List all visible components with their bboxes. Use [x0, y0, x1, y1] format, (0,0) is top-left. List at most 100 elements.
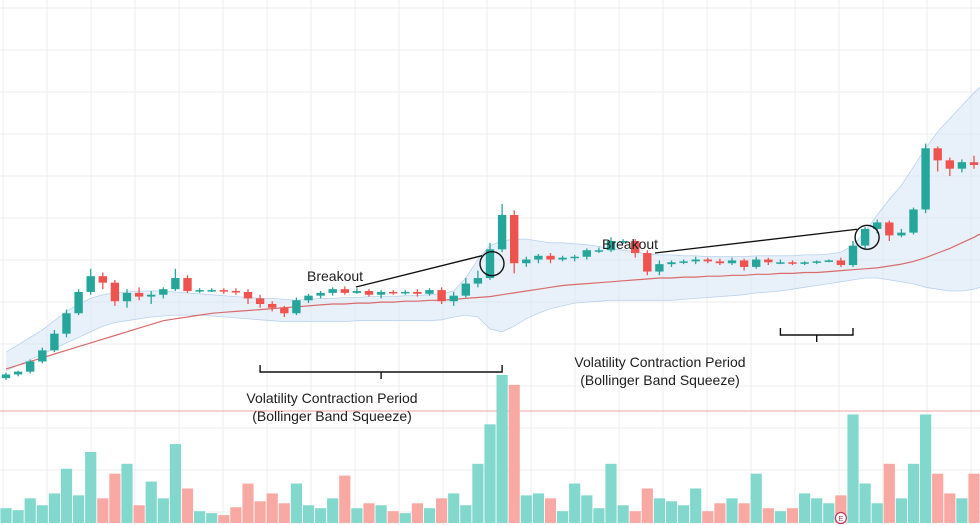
candle-body [1, 374, 11, 379]
candle-body [909, 209, 918, 233]
volume-bar [133, 505, 145, 523]
volume-bar [339, 475, 351, 523]
volume-bar [278, 503, 290, 523]
candle-body [679, 261, 688, 263]
candle-body [885, 222, 894, 236]
volume-bar [581, 495, 593, 523]
candle-body [62, 313, 71, 334]
candle-body [316, 292, 325, 296]
volume-bar [750, 473, 762, 523]
volume-bar [823, 503, 835, 523]
candle-body [510, 215, 519, 264]
volume-bar [423, 508, 436, 523]
volume-bar [218, 515, 230, 523]
volume-bar [859, 483, 871, 523]
candle-body [376, 291, 386, 295]
volume-bar [641, 488, 653, 523]
volume-bar [569, 483, 581, 523]
breakout-pointer-1 [355, 255, 483, 288]
volume-bar [97, 498, 109, 523]
volume-bar [266, 493, 278, 523]
candle-body [606, 240, 616, 251]
volume-bar [206, 513, 218, 523]
volume-bar [895, 498, 907, 523]
squeeze-bracket-1 [259, 365, 503, 379]
candle-body [776, 262, 785, 264]
candle-body [86, 276, 95, 292]
volume-bar [36, 505, 48, 523]
volume-bar [363, 503, 375, 523]
candle-body [231, 291, 241, 293]
candle-body [957, 162, 967, 169]
candle-body [594, 250, 604, 252]
candle-body [546, 255, 555, 260]
volume-bar [436, 498, 448, 523]
volume-bar [665, 501, 678, 523]
candle-body [897, 232, 906, 236]
breakout-circle-1 [479, 250, 505, 277]
volume-bar [484, 424, 496, 523]
bollinger-band [5, 86, 980, 372]
candle-body [558, 257, 567, 260]
candle-body [873, 222, 882, 229]
volume-bar [702, 511, 714, 523]
candle-body [715, 261, 725, 264]
volume-bar [194, 511, 206, 523]
middle-band-line [5, 233, 980, 370]
candle-body [643, 253, 652, 272]
candle-body [38, 350, 47, 362]
candle-body [824, 260, 833, 262]
squeeze-label-1-line2: (Bollinger Band Squeeze) [252, 408, 412, 424]
squeeze-label-2: Volatility Contraction Period (Bollinger… [574, 353, 745, 389]
volume-bar [883, 463, 895, 523]
squeeze-label-2-line2: (Bollinger Band Squeeze) [580, 372, 740, 388]
candle-body [255, 298, 265, 304]
candle-body [340, 289, 349, 293]
volume-bar [181, 488, 194, 523]
squeeze-label-1-line1: Volatility Contraction Period [246, 390, 418, 406]
candle-body [195, 290, 204, 292]
volume-bar [557, 511, 569, 523]
volume-bar [762, 508, 774, 523]
volume-bar [12, 510, 24, 523]
volume-bar [544, 498, 557, 523]
volume-bar [315, 508, 327, 523]
candle-body [437, 290, 446, 302]
candle-body [425, 290, 434, 294]
volume-bar [85, 451, 97, 523]
volume-bar [60, 468, 73, 523]
volume-bar [968, 473, 980, 523]
candle-body [461, 283, 470, 296]
candle-body [183, 278, 192, 292]
volume-bar [375, 505, 387, 523]
candle-body [485, 249, 495, 279]
volume-bar [835, 495, 847, 523]
candle-body [389, 291, 398, 294]
volume-bar [774, 511, 786, 523]
volume-bar [327, 498, 339, 523]
candle-body [74, 291, 83, 314]
candle-body [280, 307, 289, 314]
candle-body [848, 245, 858, 266]
volume-bar [399, 513, 411, 523]
candle-body [739, 260, 749, 267]
candle-body [667, 262, 676, 265]
candle-body [788, 262, 797, 264]
squeeze-label-2-line1: Volatility Contraction Period [574, 354, 746, 370]
candle-body [570, 256, 579, 259]
candle-body [473, 278, 483, 284]
candle-body [764, 259, 773, 263]
volume-bar [799, 493, 811, 523]
volume-bar [605, 463, 617, 523]
volume-bar [811, 498, 823, 523]
candle-body [727, 260, 737, 264]
candle-body [522, 259, 531, 264]
volume-bar [24, 498, 36, 523]
candle-body [534, 255, 543, 260]
volume-bar [508, 384, 520, 523]
candle-body [171, 278, 180, 290]
candle-body [655, 264, 664, 272]
squeeze-bracket-2 [779, 328, 854, 342]
